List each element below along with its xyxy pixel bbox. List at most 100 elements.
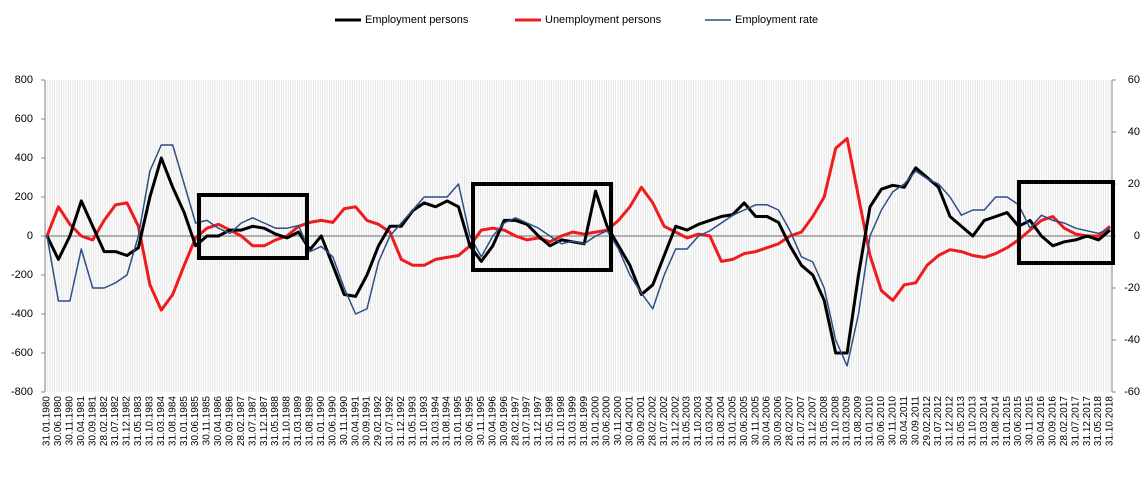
legend-label: Unemployment persons [545,14,662,26]
x-tick-label: 31.12.2012 [945,396,956,446]
x-tick-label: 30.11.1995 [476,396,487,446]
x-tick-label: 31.03.2009 [842,396,853,446]
x-tick-label: 31.10.2018 [1105,396,1116,446]
y-tick-label: 0 [27,230,33,242]
x-tick-label: 30.11.2010 [887,396,898,446]
x-tick-label: 30.04.1981 [76,396,87,446]
y2-tick-label: -20 [1124,282,1140,294]
x-tick-label: 30.06.2015 [1013,396,1024,446]
x-tick-label: 31.10.1998 [556,396,567,446]
x-tick-label: 30.06.1995 [465,396,476,446]
x-tick-label: 30.11.2015 [1025,396,1036,446]
x-tick-label: 30.11.2000 [613,396,624,446]
y-tick-label: -800 [11,386,33,398]
x-tick-label: 31.05.2018 [1093,396,1104,446]
x-tick-label: 31.01.2010 [865,396,876,446]
x-tick-label: 28.02.2002 [647,396,658,446]
x-tick-label: 28.02.2007 [785,396,796,446]
x-tick-label: 31.10.2003 [693,396,704,446]
x-tick-label: 31.07.1982 [110,396,121,446]
x-tick-label: 30.09.2006 [773,396,784,446]
y2-tick-label: 40 [1128,126,1140,138]
y-tick-label: -400 [11,308,33,320]
x-tick-label: 30.04.2016 [1036,396,1047,446]
x-tick-label: 31.05.1993 [407,396,418,446]
highlight-box [471,182,613,272]
x-tick-label: 31.07.2017 [1070,396,1081,446]
x-tick-label: 31.01.2015 [1002,396,1013,446]
x-tick-label: 31.10.1993 [419,396,430,446]
x-tick-label: 31.03.1989 [293,396,304,446]
x-tick-label: 31.01.2000 [590,396,601,446]
x-tick-label: 30.06.1985 [190,396,201,446]
x-tick-label: 30.04.2011 [899,396,910,446]
x-tick-label: 30.06.2000 [602,396,613,446]
x-tick-label: 30.09.1981 [87,396,98,446]
series-line [45,137,1111,312]
x-tick-label: 30.06.1980 [53,396,64,446]
highlight-box [1017,180,1115,265]
x-tick-label: 31.10.2013 [967,396,978,446]
x-tick-label: 31.10.2008 [830,396,841,446]
x-tick-label: 29.02.1992 [373,396,384,446]
x-tick-label: 30.11.1985 [202,396,213,446]
x-tick-label: 31.01.1990 [316,396,327,446]
x-tick-label: 31.03.2014 [979,396,990,446]
x-tick-label: 31.12.1982 [122,396,133,446]
x-tick-label: 31.08.1994 [442,396,453,446]
x-tick-label: 31.10.1988 [282,396,293,446]
x-tick-label: 30.04.2006 [762,396,773,446]
legend-label: Employment rate [735,14,818,26]
x-tick-label: 31.12.1987 [259,396,270,446]
y-tick-label: 600 [15,113,33,125]
x-tick-label: 30.04.2001 [625,396,636,446]
x-tick-label: 28.02.1997 [510,396,521,446]
y-tick-label: -200 [11,269,33,281]
legend-label: Employment persons [365,14,469,26]
x-tick-label: 31.08.2014 [990,396,1001,446]
x-tick-label: 28.02.1982 [99,396,110,446]
x-tick-label: 31.05.2008 [819,396,830,446]
x-tick-label: 30.06.1990 [327,396,338,446]
x-tick-label: 31.01.2005 [727,396,738,446]
x-tick-label: 31.07.2012 [933,396,944,446]
x-tick-label: 30.04.1996 [487,396,498,446]
x-tick-label: 31.12.1997 [533,396,544,446]
x-tick-label: 30.11.1990 [339,396,350,446]
x-tick-label: 31.07.2007 [796,396,807,446]
x-tick-label: 30.04.1991 [350,396,361,446]
x-tick-label: 31.03.2004 [705,396,716,446]
x-tick-label: 31.08.2004 [716,396,727,446]
y-tick-label: 200 [15,191,33,203]
x-tick-label: 30.11.1980 [65,396,76,446]
x-tick-label: 31.01.1980 [42,396,53,446]
x-tick-label: 31.10.1983 [145,396,156,446]
x-tick-label: 31.08.1999 [579,396,590,446]
y-tick-label: 800 [15,74,33,86]
x-tick-label: 31.05.2013 [956,396,967,446]
x-tick-label: 31.08.1984 [167,396,178,446]
x-tick-label: 30.06.2005 [739,396,750,446]
x-tick-label: 31.12.2007 [807,396,818,446]
x-tick-label: 30.11.2005 [750,396,761,446]
series-line [46,144,1111,367]
x-tick-label: 31.08.1989 [305,396,316,446]
x-tick-label: 30.09.1991 [362,396,373,446]
x-tick-label: 30.04.1986 [213,396,224,446]
x-tick-label: 31.08.2009 [853,396,864,446]
x-tick-label: 30.09.2011 [910,396,921,446]
x-tick-label: 31.07.1992 [385,396,396,446]
x-tick-label: 30.06.2010 [876,396,887,446]
x-tick-label: 31.05.1983 [133,396,144,446]
x-tick-label: 30.09.1986 [225,396,236,446]
highlight-box [197,193,309,260]
x-tick-label: 28.02.1987 [236,396,247,446]
x-tick-label: 31.12.2017 [1082,396,1093,446]
x-tick-label: 30.09.1996 [499,396,510,446]
y-tick-label: -600 [11,347,33,359]
x-tick-label: 31.12.2002 [670,396,681,446]
x-tick-label: 31.01.1985 [179,396,190,446]
y2-tick-label: 0 [1134,230,1140,242]
x-tick-label: 31.05.2003 [682,396,693,446]
y2-tick-label: 60 [1128,74,1140,86]
